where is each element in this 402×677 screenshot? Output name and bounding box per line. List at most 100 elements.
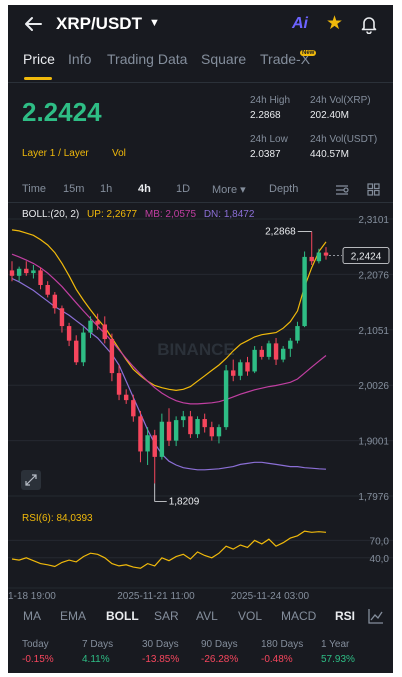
candle [52, 292, 58, 314]
tab-trading-data[interactable]: Trading Data [107, 51, 188, 67]
category-tag[interactable]: Layer 1 / Layer [22, 148, 89, 159]
price-tick-label: 2,0026 [358, 381, 389, 392]
candle [123, 389, 129, 404]
app-screen: XRP/USDT ▼ Ai ★ Price Info Trading Data … [8, 5, 393, 673]
rsi-tick-label: 40,0 [370, 554, 390, 565]
candle-body [238, 362, 243, 376]
candle [195, 416, 200, 438]
timeframe-4h[interactable]: 4h [138, 183, 151, 195]
indicator-vol[interactable]: VOL [238, 609, 263, 623]
performance-value: 4.11% [82, 654, 110, 665]
candle [152, 429, 157, 484]
candle-body [195, 419, 200, 435]
candle-body [31, 270, 36, 274]
last-price-box [342, 247, 390, 264]
candle-body [323, 252, 329, 256]
indicator-boll[interactable]: BOLL [106, 609, 139, 623]
candle [9, 261, 15, 282]
candle [252, 346, 257, 374]
candle-body [181, 416, 186, 421]
pair-dropdown-icon[interactable]: ▼ [149, 17, 160, 29]
timeframe-time[interactable]: Time [22, 183, 47, 195]
vol-usdt-label: 24h Vol(USDT) [310, 134, 378, 145]
time-tick-label: 2025-11-24 03:00 [231, 591, 310, 602]
bell-icon[interactable] [359, 14, 379, 34]
performance-label: 30 Days [142, 639, 179, 650]
high-label: 24h High [250, 95, 291, 106]
candle [181, 410, 186, 428]
indicator-avl[interactable]: AVL [196, 609, 218, 623]
price-tick-label: 2,2076 [358, 270, 389, 281]
candle-body [123, 394, 129, 401]
candle-body [288, 340, 293, 349]
tab-square[interactable]: Square [201, 51, 247, 67]
tab-info[interactable]: Info [68, 51, 92, 67]
candle [316, 248, 322, 264]
candle-body [295, 326, 300, 341]
candle [309, 231, 314, 265]
chart-style-icon[interactable] [368, 608, 384, 624]
back-arrow-icon[interactable] [22, 13, 44, 35]
performance-label: Today [22, 639, 49, 650]
candle-body [102, 324, 107, 340]
favorite-star-icon[interactable]: ★ [326, 13, 344, 34]
timeframe-more[interactable]: More ▾ [212, 184, 246, 196]
grid-layout-icon[interactable] [367, 183, 380, 196]
boll-legend-title: BOLL:(20, 2) [22, 209, 80, 220]
candle [209, 421, 215, 441]
expand-chart-icon[interactable] [21, 470, 41, 490]
candle [45, 281, 50, 298]
timeframe-1h[interactable]: 1h [100, 183, 113, 195]
candle-body [259, 349, 264, 357]
candle-body [88, 320, 93, 333]
chart-annotations: 2,2868 1,8209 2,2424 [154, 227, 390, 507]
candle [88, 316, 93, 338]
indicator-macd[interactable]: MACD [281, 609, 317, 623]
tab-price[interactable]: Price [23, 51, 55, 67]
ai-assistant-icon[interactable]: Ai [292, 15, 308, 32]
price-tick-label: 1,9001 [358, 437, 389, 448]
candle [138, 410, 143, 463]
indicator-sar[interactable]: SAR [154, 609, 179, 623]
indicator-ma[interactable]: MA [23, 609, 41, 623]
vol-xrp-value: 202.40M [310, 110, 349, 121]
candle [188, 410, 193, 438]
indicator-bar: MA EMA BOLL SAR AVL VOL MACD RSI [8, 609, 393, 631]
last-price-tag: 2,2424 [351, 252, 382, 263]
rsi-line [11, 530, 327, 569]
tab-trade-x[interactable]: Trade-X [260, 51, 311, 67]
binance-watermark: BINANCE [157, 340, 234, 359]
new-badge: New [300, 50, 317, 56]
candle-body [116, 373, 122, 395]
candle-body [202, 419, 207, 428]
active-tab-underline [24, 77, 52, 80]
indicator-settings-icon[interactable] [335, 183, 349, 197]
candle [238, 359, 243, 381]
candle-body [38, 270, 43, 285]
timeframe-1d[interactable]: 1D [176, 183, 191, 195]
boll-legend-dn: DN: 1,8472 [203, 209, 255, 220]
candle [259, 346, 264, 360]
main-tabs: Price Info Trading Data Square Trade-X [8, 51, 393, 81]
boll-upper-line [11, 229, 327, 392]
candle-body [152, 435, 157, 457]
indicator-rsi[interactable]: RSI [335, 609, 356, 623]
timeframe-15m[interactable]: 15m [63, 183, 85, 195]
timeframe-depth[interactable]: Depth [269, 183, 299, 195]
candle-body [280, 348, 286, 360]
vol-tag[interactable]: Vol [112, 148, 126, 159]
candle [223, 364, 229, 430]
candle [288, 337, 293, 357]
candle [323, 247, 329, 260]
performance-value: -0.48% [261, 654, 293, 665]
indicator-ema[interactable]: EMA [60, 609, 87, 623]
candle [31, 264, 36, 279]
candle [245, 356, 250, 376]
candle-body [245, 362, 250, 372]
candle-body [252, 349, 257, 372]
pair-title[interactable]: XRP/USDT [56, 14, 142, 33]
price-axis: 2,3101 2,2076 2,1051 2,0026 1,9001 1,7976 [358, 215, 389, 503]
candle [74, 335, 79, 365]
candle-body [173, 420, 179, 441]
